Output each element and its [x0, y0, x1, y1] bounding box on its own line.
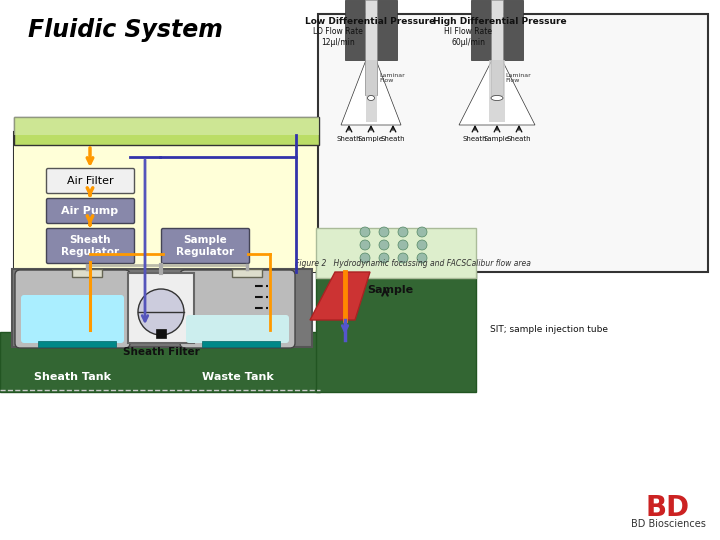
Bar — [202, 341, 280, 347]
Bar — [471, 0, 491, 60]
Text: Sheath Filter: Sheath Filter — [122, 347, 199, 357]
Text: LO Flow Rate
12µl/min: LO Flow Rate 12µl/min — [313, 28, 363, 46]
Text: HI Flow Rate
60µl/min: HI Flow Rate 60µl/min — [444, 28, 492, 46]
Bar — [503, 0, 523, 60]
Text: BD: BD — [646, 494, 690, 522]
Polygon shape — [459, 60, 535, 125]
Circle shape — [417, 227, 427, 237]
Bar — [316, 228, 476, 278]
Text: Sample: Sample — [358, 136, 384, 142]
FancyBboxPatch shape — [180, 270, 295, 348]
Circle shape — [417, 253, 427, 263]
Circle shape — [379, 253, 389, 263]
Circle shape — [360, 240, 370, 250]
Polygon shape — [341, 60, 401, 125]
Circle shape — [360, 227, 370, 237]
Circle shape — [398, 227, 408, 237]
Text: Air Filter: Air Filter — [67, 176, 113, 186]
FancyBboxPatch shape — [186, 315, 289, 343]
Bar — [491, 0, 503, 95]
Bar — [366, 60, 377, 122]
FancyBboxPatch shape — [161, 228, 250, 264]
Text: Laminar
Flow: Laminar Flow — [379, 72, 405, 83]
FancyBboxPatch shape — [47, 228, 135, 264]
Text: Sample: Sample — [484, 136, 510, 142]
Circle shape — [360, 253, 370, 263]
Bar — [377, 0, 397, 60]
Bar — [232, 269, 262, 277]
Bar — [365, 0, 377, 95]
Text: Figure 2   Hydrodynamic focussing and FACSCalibur flow area: Figure 2 Hydrodynamic focussing and FACS… — [295, 259, 531, 268]
Text: SIT; sample injection tube: SIT; sample injection tube — [490, 326, 608, 334]
Text: Laminar
Flow: Laminar Flow — [505, 72, 531, 83]
Bar — [318, 14, 708, 272]
Bar — [128, 273, 194, 343]
Text: Sheath: Sheath — [463, 136, 487, 142]
Circle shape — [379, 227, 389, 237]
Circle shape — [398, 253, 408, 263]
Bar — [14, 132, 319, 272]
Bar — [0, 332, 320, 392]
Text: Sheath Tank: Sheath Tank — [35, 372, 112, 382]
Text: Sample: Sample — [367, 285, 413, 295]
FancyBboxPatch shape — [15, 270, 130, 348]
Text: BD Biosciences: BD Biosciences — [631, 519, 706, 529]
Ellipse shape — [367, 96, 374, 100]
Text: High Differential Pressure: High Differential Pressure — [433, 17, 567, 25]
Text: Fluidic System: Fluidic System — [28, 18, 223, 42]
Circle shape — [379, 240, 389, 250]
FancyBboxPatch shape — [47, 199, 135, 224]
Circle shape — [138, 289, 184, 335]
Bar — [316, 270, 476, 392]
FancyBboxPatch shape — [21, 295, 124, 343]
Text: Low Differential Pressure: Low Differential Pressure — [305, 17, 435, 25]
Circle shape — [417, 240, 427, 250]
Bar — [14, 117, 319, 145]
Text: Sheath: Sheath — [337, 136, 361, 142]
Bar — [489, 60, 505, 122]
Bar — [14, 117, 319, 135]
Text: Air Pump: Air Pump — [61, 206, 119, 216]
Text: Sample
Regulator: Sample Regulator — [176, 235, 234, 257]
Text: Sheath: Sheath — [381, 136, 405, 142]
Bar — [14, 142, 319, 272]
Text: Waste Tank: Waste Tank — [202, 372, 274, 382]
Bar — [72, 269, 102, 277]
Bar — [12, 269, 312, 347]
Circle shape — [398, 240, 408, 250]
Text: Sheath: Sheath — [507, 136, 531, 142]
Polygon shape — [310, 272, 370, 320]
Bar — [156, 329, 166, 338]
Bar — [345, 0, 365, 60]
Text: Sheath
Regulator: Sheath Regulator — [61, 235, 119, 257]
Bar — [38, 341, 116, 347]
Ellipse shape — [491, 96, 503, 100]
FancyBboxPatch shape — [47, 168, 135, 193]
